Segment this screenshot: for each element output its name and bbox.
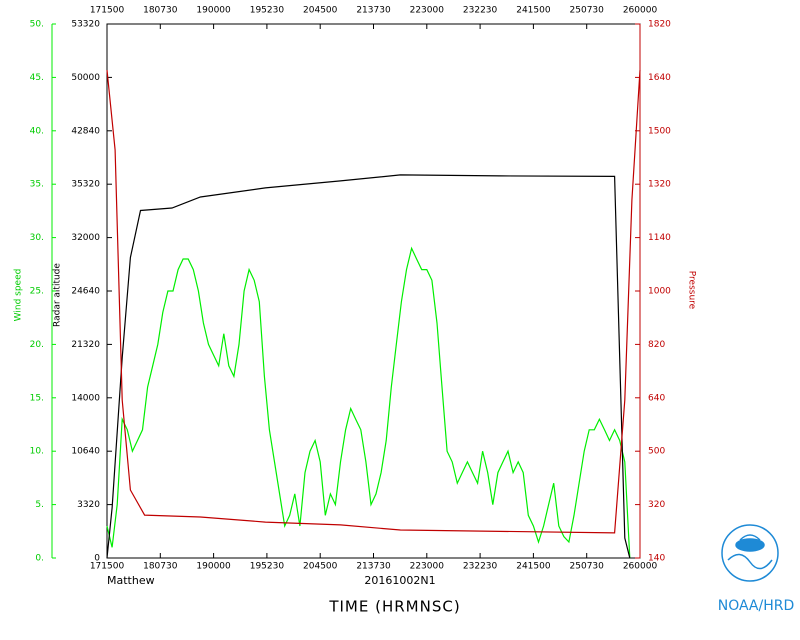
x-tick-label-top: 171500: [90, 6, 125, 16]
y3-tick-label: 1500: [648, 126, 671, 136]
x-tick-label: 250730: [570, 562, 605, 572]
y2-tick-label: 42840: [71, 126, 100, 136]
x-tick-label-top: 250730: [570, 6, 605, 16]
y-tick-label: 20.: [30, 340, 44, 350]
y3-tick-label: 320: [648, 500, 665, 510]
y2-tick-label: 10640: [71, 447, 100, 457]
y-axis-title: Wind speed: [14, 269, 24, 322]
x-tick-label-top: 204500: [303, 6, 338, 16]
series-line: [106, 246, 631, 559]
y2-tick-label: 50000: [71, 73, 100, 83]
x-tick-label: 171500: [90, 562, 125, 572]
y-tick-label: 35.: [30, 180, 44, 190]
y-tick-label: 50.: [30, 20, 44, 30]
y3-tick-label: 500: [648, 447, 665, 457]
y3-tick-label: 1140: [648, 233, 671, 243]
y2-tick-label: 24640: [71, 287, 100, 297]
noaa-logo: [721, 524, 779, 582]
y3-tick-label: 1820: [648, 20, 671, 30]
x-tick-label-top: 241500: [516, 6, 551, 16]
x-tick-label-top: 190000: [196, 6, 231, 16]
y-tick-label: 15.: [30, 393, 44, 403]
y2-tick-label: 35320: [71, 180, 100, 190]
y2-tick-label: 32000: [71, 233, 100, 243]
y2-tick-label: 21320: [71, 340, 100, 350]
y-tick-label: 30.: [30, 233, 44, 243]
y2-tick-label: 0: [94, 554, 100, 564]
x-tick-label: 241500: [516, 562, 551, 572]
y-tick-label: 10.: [30, 447, 44, 457]
x-tick-label: 180730: [143, 562, 178, 572]
credit: NOAA/HRD: [718, 598, 795, 614]
x-tick-label-top: 195230: [250, 6, 285, 16]
y-tick-label: 25.: [30, 287, 44, 297]
y2-tick-label: 14000: [71, 393, 100, 403]
x-tick-label: 232230: [463, 562, 498, 572]
y-tick-label: 40.: [30, 126, 44, 136]
y3-tick-label: 140: [648, 554, 665, 564]
storm-name: Matthew: [107, 574, 155, 587]
y3-tick-label: 1320: [648, 180, 671, 190]
x-tick-label-top: 180730: [143, 6, 178, 16]
x-tick-label: 195230: [250, 562, 285, 572]
series-line: [106, 174, 631, 559]
x-tick-label: 190000: [196, 562, 231, 572]
y-tick-label: 5.: [35, 500, 44, 510]
x-tick-label: 204500: [303, 562, 338, 572]
flight-id: 20161002N1: [364, 574, 435, 587]
y3-tick-label: 820: [648, 340, 665, 350]
y2-tick-label: 3320: [77, 500, 100, 510]
y-tick-label: 45.: [30, 73, 44, 83]
y3-tick-label: 1640: [648, 73, 671, 83]
x-tick-label: 213730: [356, 562, 391, 572]
x-tick-label-top: 260000: [623, 6, 658, 16]
x-tick-label-top: 232230: [463, 6, 498, 16]
x-tick-label: 260000: [623, 562, 658, 572]
x-tick-label-top: 223000: [410, 6, 445, 16]
y2-tick-label: 53320: [71, 20, 100, 30]
plot-frame: [106, 23, 641, 559]
y3-tick-label: 1000: [648, 287, 671, 297]
x-axis-title: TIME (HRMNSC): [328, 598, 460, 616]
series-line: [106, 70, 641, 534]
y2-axis-title: Radar altitude: [53, 263, 63, 327]
x-tick-label: 223000: [410, 562, 445, 572]
y3-tick-label: 640: [648, 393, 665, 403]
y-tick-label: 0.: [35, 554, 44, 564]
x-tick-label-top: 213730: [356, 6, 391, 16]
y3-axis-title: Pressure: [687, 271, 697, 310]
